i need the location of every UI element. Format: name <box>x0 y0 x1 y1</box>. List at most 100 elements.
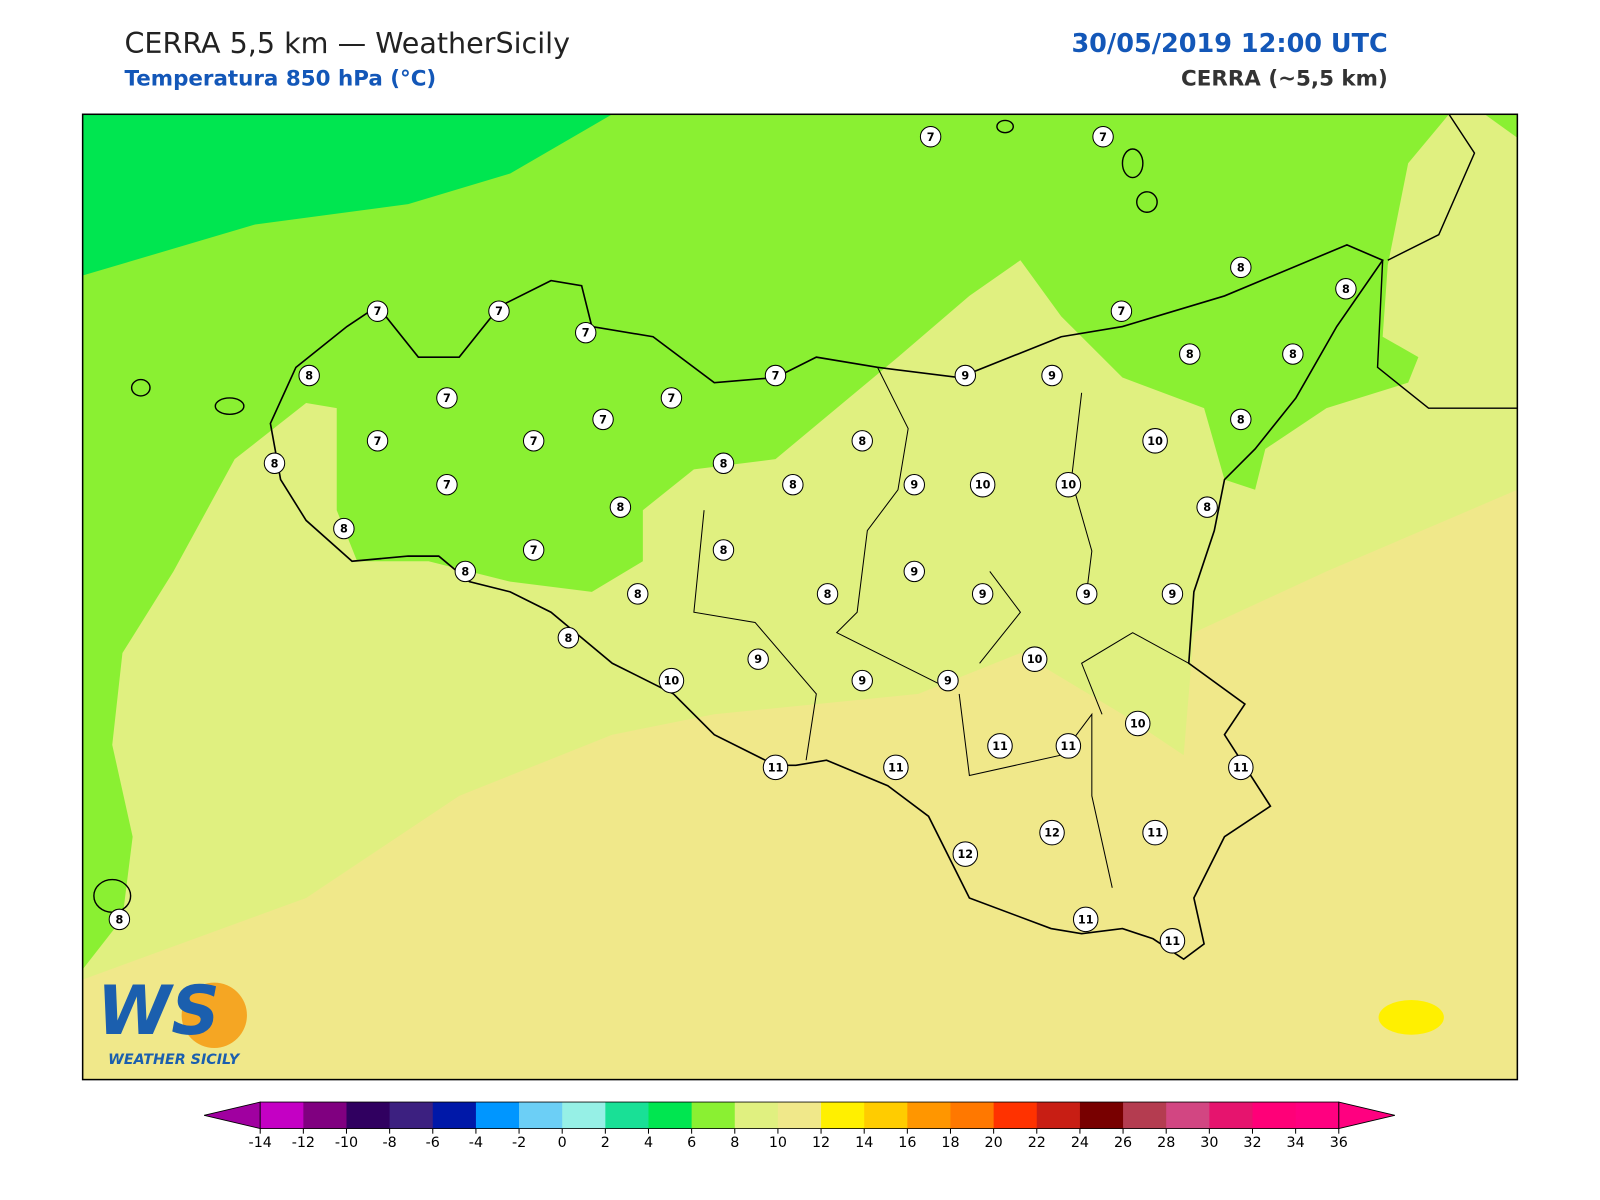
colorbar: -14 -12 -10 -8 -6 -4 -2 0 2 4 6 8 10 12 14 16 18 20 22 24 26… <box>203 1101 1395 1151</box>
station-value: 8 <box>115 913 123 926</box>
field-6-8 <box>1484 114 1518 138</box>
station-marker <box>1041 364 1063 387</box>
station-marker <box>1179 343 1201 365</box>
station-value: 7 <box>374 305 382 318</box>
station-marker <box>263 452 286 474</box>
colorbar-bin <box>1166 1102 1210 1129</box>
station-marker <box>952 841 979 867</box>
province-border <box>693 367 1190 888</box>
station-marker <box>1076 583 1098 605</box>
station-value: 9 <box>1169 588 1177 601</box>
station-marker <box>712 452 735 474</box>
island <box>1121 148 1144 179</box>
station-marker <box>1072 906 1099 933</box>
colorbar-tick-label: 30 <box>1200 1135 1218 1151</box>
station-value: 7 <box>927 131 935 144</box>
station-marker <box>903 473 925 496</box>
colorbar-bin <box>734 1102 779 1129</box>
station-marker <box>1335 278 1357 300</box>
colorbar-bin <box>1123 1102 1167 1129</box>
station-value: 7 <box>599 413 607 426</box>
station-value: 8 <box>340 523 348 536</box>
station-value: 10 <box>664 675 680 688</box>
colorbar-bin <box>562 1102 606 1129</box>
station-marker <box>851 669 873 692</box>
station-value: 12 <box>957 848 973 861</box>
colorbar-over <box>1338 1101 1395 1130</box>
logo: WS WEATHER SICILY <box>97 971 247 1068</box>
colorbar-bin <box>907 1102 951 1129</box>
station-marker <box>557 627 580 649</box>
colorbar-tick-label: 24 <box>1071 1135 1089 1151</box>
colorbar-tick-label: -12 <box>292 1135 315 1151</box>
colorbar-bin <box>1036 1102 1081 1129</box>
station-marker <box>782 473 804 496</box>
station-marker <box>1125 710 1151 737</box>
logo-sun <box>181 982 247 1048</box>
station-value: 8 <box>1237 413 1245 426</box>
station-value: 9 <box>910 565 918 578</box>
station-value: 7 <box>495 305 503 318</box>
station-marker <box>609 496 632 518</box>
island <box>130 378 151 397</box>
colorbar-bin <box>777 1102 822 1129</box>
station-marker <box>333 517 355 540</box>
colorbar-bin <box>389 1102 434 1129</box>
station-marker <box>954 364 977 387</box>
station-value: 8 <box>271 457 279 470</box>
station-marker <box>575 321 597 344</box>
title: CERRA 5,5 km — WeatherSicily <box>124 26 570 60</box>
station-marker <box>488 300 510 322</box>
station-value: 9 <box>910 479 918 492</box>
colorbar-tick-label: 6 <box>687 1135 696 1151</box>
station-value: 10 <box>975 479 991 492</box>
station-marker <box>1142 819 1168 846</box>
station-marker <box>522 539 545 561</box>
colorbar-tick-label: -2 <box>512 1135 526 1151</box>
coastline <box>269 244 1384 961</box>
colorbar-bin <box>432 1102 477 1129</box>
colorbar-tick-label: 22 <box>1028 1135 1046 1151</box>
colorbar-tick-label: -14 <box>249 1135 272 1151</box>
station-marker <box>971 583 994 605</box>
island <box>214 397 245 415</box>
station-value: 8 <box>1186 348 1194 361</box>
colorbar-tick-label: 36 <box>1330 1135 1348 1151</box>
field-6-8 <box>82 114 1449 970</box>
model: CERRA (~5,5 km) <box>1181 67 1388 92</box>
colorbar-tick-label: -10 <box>335 1135 358 1151</box>
station-value: 7 <box>530 544 538 557</box>
colorbar-bin <box>1252 1102 1297 1129</box>
station-value: 8 <box>824 588 832 601</box>
station-value: 9 <box>944 675 952 688</box>
colorbar-tick-label: 32 <box>1243 1135 1261 1151</box>
station-marker <box>987 733 1013 759</box>
station-marker <box>366 430 389 452</box>
map: 7 7 8 8 7 8 8 9 9 8 10 8 10 10 9 8 7 7 7 8 7 7 7 7 7 7 8 7 8 8 8 8 7 8 8 8 8… <box>81 113 1519 1081</box>
station-marker <box>712 539 735 561</box>
station-value: 8 <box>564 632 572 645</box>
station-marker <box>764 364 787 387</box>
island <box>1136 191 1158 213</box>
coastline <box>1376 114 1518 409</box>
station-marker <box>762 754 789 781</box>
colorbar-tick-label: 16 <box>898 1135 916 1151</box>
station-marker <box>816 583 839 605</box>
station-marker <box>1055 733 1082 759</box>
station-marker <box>436 387 458 409</box>
station-marker <box>298 364 320 387</box>
station-value: 7 <box>530 435 538 448</box>
station-marker <box>883 754 909 781</box>
station-value: 7 <box>443 392 451 405</box>
colorbar-tick-label: 2 <box>601 1135 610 1151</box>
colorbar-bin <box>605 1102 649 1129</box>
station-value: 7 <box>772 370 780 383</box>
station-value: 11 <box>1061 740 1077 753</box>
colorbar-bin <box>1209 1102 1254 1129</box>
station-value: 8 <box>1342 283 1350 296</box>
station-marker <box>1282 343 1304 365</box>
station-marker <box>937 669 959 692</box>
station-marker <box>1039 819 1065 846</box>
